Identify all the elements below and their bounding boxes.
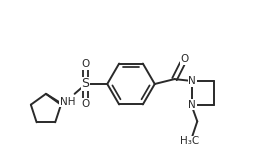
Text: O: O <box>81 99 90 109</box>
Text: H₃C: H₃C <box>180 136 199 146</box>
Text: N: N <box>188 100 196 110</box>
Text: N: N <box>188 76 196 86</box>
Text: S: S <box>81 77 90 91</box>
Text: O: O <box>180 54 189 64</box>
Text: NH: NH <box>60 97 75 107</box>
Text: O: O <box>81 59 90 69</box>
